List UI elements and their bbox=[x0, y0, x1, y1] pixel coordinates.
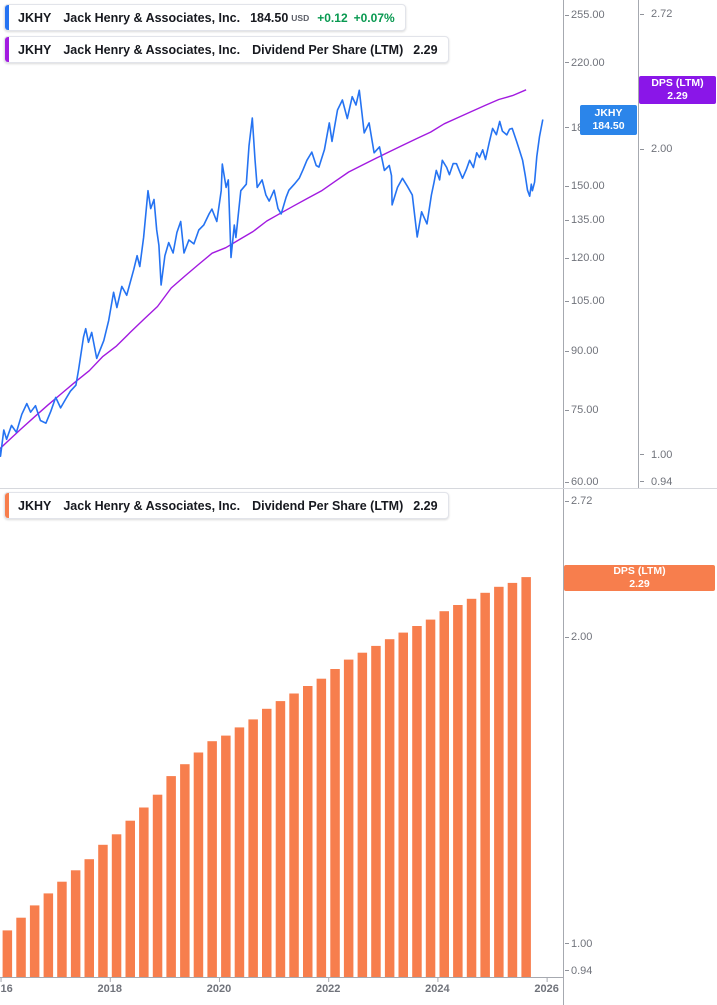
axis-tick-dash bbox=[565, 257, 569, 259]
axis-tick-label: 255.00 bbox=[571, 9, 605, 22]
axis-tick-dash bbox=[565, 219, 569, 221]
axis-tick-label: 135.00 bbox=[571, 214, 605, 227]
dps-badge-top-title: DPS (LTM) bbox=[651, 76, 704, 89]
legend-dps-bottom-name: Jack Henry & Associates, Inc. bbox=[63, 498, 241, 513]
legend-dps-top-name: Jack Henry & Associates, Inc. bbox=[63, 42, 241, 57]
legend-dps-top-metric: Dividend Per Share (LTM) bbox=[252, 42, 404, 57]
legend-price-change: +0.12 bbox=[317, 10, 348, 25]
dps-badge-top-value: 2.29 bbox=[667, 89, 688, 102]
dps-badge-bottom-value: 2.29 bbox=[629, 578, 650, 591]
price-axis-scale[interactable]: 255.00220.00180.00150.00135.00120.00105.… bbox=[563, 0, 639, 488]
legend-price-symbol: JKHY bbox=[18, 10, 52, 25]
axis-tick-dash bbox=[640, 13, 644, 15]
axis-tick-dash bbox=[565, 350, 569, 352]
legend-dps-series-bottom[interactable]: JKHY Jack Henry & Associates, Inc. Divid… bbox=[4, 492, 449, 519]
axis-tick-dash bbox=[565, 970, 569, 972]
axis-tick-label: 150.00 bbox=[571, 180, 605, 193]
axis-tick-dash bbox=[565, 127, 569, 128]
last-price-badge-symbol: JKHY bbox=[594, 106, 623, 119]
time-axis-label: 2018 bbox=[97, 983, 123, 995]
legend-dps-series-top[interactable]: JKHY Jack Henry & Associates, Inc. Divid… bbox=[4, 36, 449, 63]
axis-tick-dash bbox=[640, 148, 644, 150]
pane-separator[interactable] bbox=[0, 488, 717, 489]
time-axis-labels[interactable]: 2016 2018 2020 2022 2024 2026 bbox=[0, 981, 563, 1001]
last-price-badge: JKHY 184.50 bbox=[580, 104, 637, 135]
axis-tick-dash bbox=[640, 481, 644, 483]
axis-tick-label: 0.94 bbox=[651, 475, 673, 488]
axis-tick-label: 2.72 bbox=[651, 8, 673, 20]
axis-tick-dash bbox=[565, 636, 569, 638]
axis-tick-label: 75.00 bbox=[571, 404, 599, 416]
axis-tick-dash bbox=[565, 500, 569, 502]
axis-tick-label: 60.00 bbox=[571, 476, 599, 488]
axis-tick-label: 220.00 bbox=[571, 56, 605, 69]
time-axis-label: 2016 bbox=[0, 983, 13, 995]
time-axis-label: 2020 bbox=[206, 983, 232, 995]
time-axis-label: 2022 bbox=[315, 983, 341, 995]
time-axis-label: 2026 bbox=[534, 983, 559, 995]
axis-tick-label: 120.00 bbox=[571, 252, 605, 265]
axis-tick-label: 1.00 bbox=[571, 937, 593, 950]
legend-price-currency: USD bbox=[291, 12, 310, 23]
axis-tick-dash bbox=[565, 943, 569, 944]
axis-tick-dash bbox=[565, 62, 569, 64]
legend-price-series[interactable]: JKHY Jack Henry & Associates, Inc. 184.5… bbox=[4, 4, 406, 31]
axis-tick-label: 2.00 bbox=[651, 143, 673, 156]
time-axis-label: 2024 bbox=[425, 983, 450, 995]
axis-tick-label: 0.94 bbox=[571, 964, 593, 977]
axis-tick-label: 90.00 bbox=[571, 345, 599, 358]
legend-dps-bottom-symbol: JKHY bbox=[18, 498, 52, 513]
axis-tick-label: 1.00 bbox=[651, 448, 673, 461]
axis-tick-dash bbox=[565, 409, 569, 411]
dps-line bbox=[0, 89, 527, 450]
axis-tick-label: 2.00 bbox=[571, 631, 593, 643]
price-chart-pane[interactable] bbox=[0, 0, 563, 488]
axis-tick-dash bbox=[565, 185, 569, 187]
legend-dps-bottom-metric: Dividend Per Share (LTM) bbox=[252, 498, 404, 513]
dividend-bars bbox=[2, 577, 531, 977]
last-price-badge-value: 184.50 bbox=[592, 119, 625, 132]
axis-tick-dash bbox=[640, 454, 644, 456]
legend-price-name: Jack Henry & Associates, Inc. bbox=[63, 10, 241, 25]
dps-badge-top: DPS (LTM) 2.29 bbox=[639, 75, 716, 104]
axis-tick-label: 2.72 bbox=[571, 495, 593, 507]
dps-bar-color-bar bbox=[5, 493, 9, 518]
axis-tick-dash bbox=[565, 481, 569, 483]
legend-price-change-pct: +0.07% bbox=[353, 10, 395, 25]
dps-badge-bottom-title: DPS (LTM) bbox=[613, 565, 666, 578]
legend-dps-top-symbol: JKHY bbox=[18, 42, 52, 57]
dps-series-color-bar bbox=[5, 37, 9, 62]
dps-badge-bottom: DPS (LTM) 2.29 bbox=[564, 565, 715, 592]
price-series-color-bar bbox=[5, 5, 9, 30]
legend-price-value: 184.50 bbox=[250, 10, 289, 25]
dps-axis-scale-top[interactable]: 2.72 2.00 1.00 0.94 bbox=[638, 0, 717, 488]
legend-dps-top-value: 2.29 bbox=[413, 42, 438, 57]
price-line bbox=[0, 89, 544, 458]
legend-dps-bottom-value: 2.29 bbox=[413, 498, 438, 513]
axis-tick-dash bbox=[565, 300, 569, 302]
dividend-bar-pane[interactable] bbox=[0, 488, 563, 1005]
axis-tick-dash bbox=[565, 14, 569, 16]
axis-tick-label: 105.00 bbox=[571, 295, 605, 308]
